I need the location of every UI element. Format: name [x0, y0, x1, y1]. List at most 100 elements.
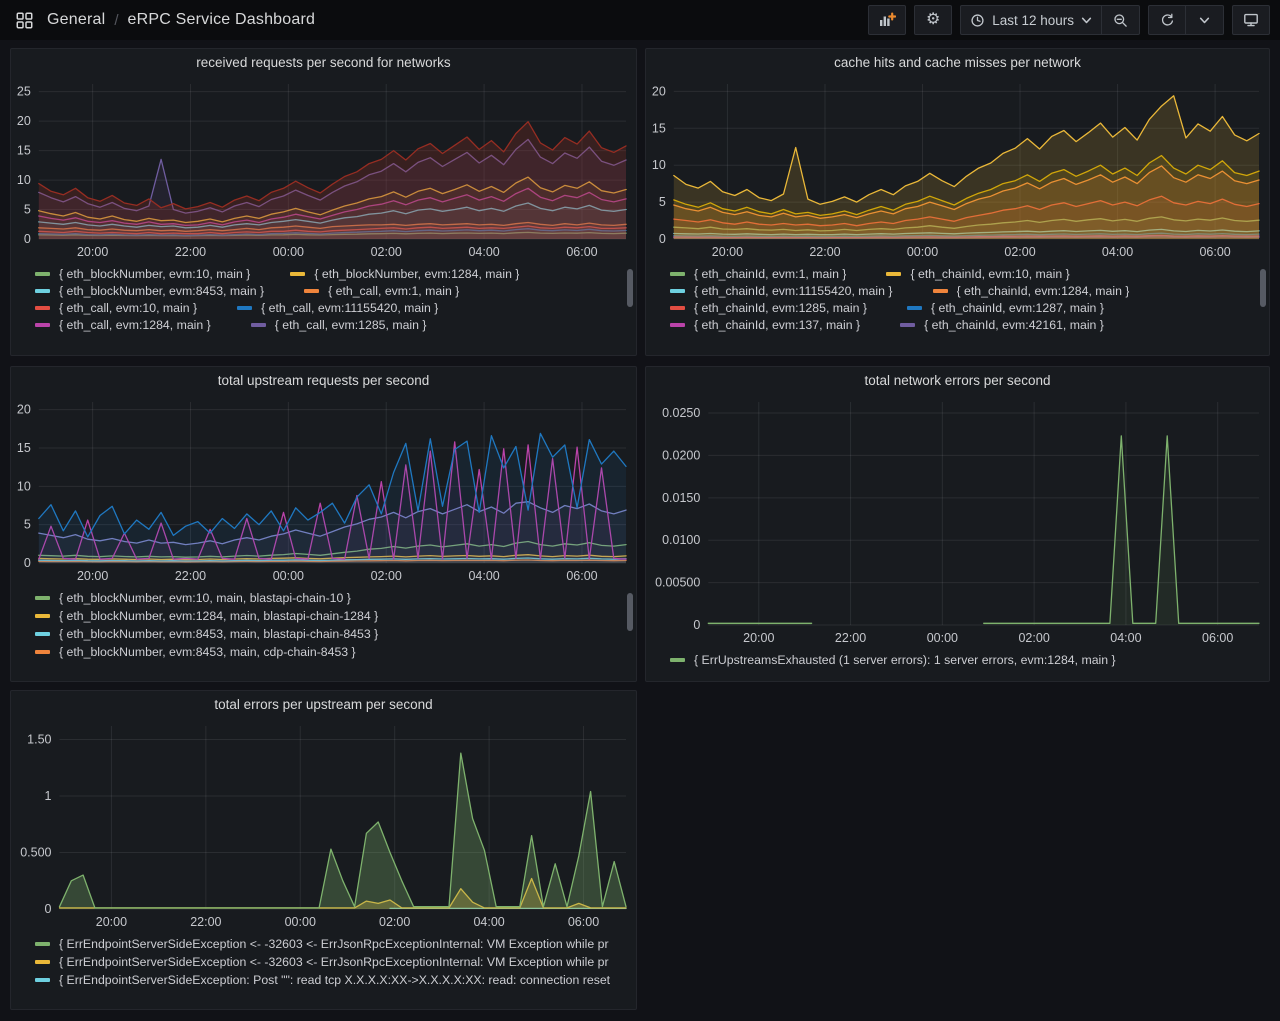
legend-item[interactable]: { eth_chainId, evm:11155420, main }: [670, 284, 893, 298]
legend-item[interactable]: { eth_call, evm:1, main }: [304, 284, 459, 298]
refresh-button[interactable]: [1148, 5, 1186, 35]
legend-item[interactable]: { eth_blockNumber, evm:8453, main, blast…: [35, 627, 622, 641]
legend-item[interactable]: { eth_chainId, evm:1285, main }: [670, 301, 867, 315]
add-panel-button[interactable]: [868, 5, 907, 35]
x-axis-label: 02:00: [371, 569, 402, 583]
legend-item[interactable]: { eth_blockNumber, evm:10, main, blastap…: [35, 591, 622, 605]
panel-network-errors: total network errors per second 0 0.00500…: [645, 366, 1270, 682]
x-axis-label: 04:00: [473, 915, 504, 929]
legend-label: { eth_chainId, evm:137, main }: [694, 318, 861, 332]
legend-item[interactable]: { eth_blockNumber, evm:1284, main, blast…: [35, 609, 622, 623]
y-axis-label: 0: [693, 618, 700, 632]
panel-title[interactable]: total upstream requests per second: [217, 373, 430, 388]
legend-label: { ErrUpstreamsExhausted (1 server errors…: [694, 653, 1116, 667]
legend-item[interactable]: { eth_chainId, evm:137, main }: [670, 318, 860, 332]
x-axis-label: 20:00: [712, 245, 743, 259]
legend-swatch: [304, 289, 320, 293]
legend-item[interactable]: { eth_call, evm:1284, main }: [35, 318, 211, 332]
legend-item[interactable]: { eth_chainId, evm:1, main }: [670, 267, 846, 281]
legend-item[interactable]: { eth_call, evm:11155420, main }: [237, 301, 438, 315]
y-axis-label: 1: [45, 789, 52, 803]
legend-label: { eth_blockNumber, evm:8453, main, blast…: [59, 627, 379, 641]
legend-item[interactable]: { ErrUpstreamsExhausted (1 server errors…: [670, 653, 1255, 667]
legend-swatch: [250, 323, 266, 327]
panel-title[interactable]: total errors per upstream per second: [214, 697, 433, 712]
legend-label: { eth_chainId, evm:1285, main }: [694, 301, 867, 315]
legend-item[interactable]: { eth_blockNumber, evm:8453, main, cdp-c…: [35, 645, 622, 659]
x-axis-label: 06:00: [1199, 245, 1230, 259]
time-series-chart[interactable]: 0 5 10 15 20 20:00 22:00 00:00 02:00 04:00 06:00: [11, 394, 636, 587]
panel-title[interactable]: received requests per second for network…: [196, 55, 451, 70]
apps-grid-icon[interactable]: [10, 6, 38, 34]
legend-item[interactable]: { eth_chainId, evm:10, main }: [886, 267, 1070, 281]
x-axis-label: 20:00: [96, 915, 127, 929]
series-line: [38, 121, 627, 210]
legend-label: { eth_chainId, evm:11155420, main }: [694, 284, 893, 298]
series-line: [38, 221, 627, 232]
y-axis-label: 0.500: [20, 846, 51, 860]
legend-item[interactable]: { eth_blockNumber, evm:8453, main }: [35, 284, 264, 298]
y-axis-label: 20: [17, 114, 31, 128]
panel-cache-hits-misses: cache hits and cache misses per network …: [645, 48, 1270, 356]
time-range-picker[interactable]: Last 12 hours: [960, 5, 1102, 35]
legend-swatch: [35, 306, 50, 310]
legend-label: { eth_blockNumber, evm:8453, main }: [59, 284, 265, 298]
breadcrumb-separator: /: [114, 11, 119, 29]
series-line: [38, 432, 627, 538]
legend-item[interactable]: { eth_chainId, evm:1284, main }: [932, 284, 1130, 298]
legend-label: { eth_chainId, evm:1284, main }: [956, 284, 1130, 298]
dashboard-settings-button[interactable]: ⚙: [914, 5, 953, 35]
legend-item[interactable]: { ErrEndpointServerSideException <- -326…: [35, 937, 622, 951]
zoom-out-icon: [1114, 13, 1127, 27]
legend-swatch: [35, 272, 50, 276]
legend-scrollbar[interactable]: [627, 593, 633, 631]
y-axis-label: 0.00500: [655, 576, 700, 590]
x-axis-label: 02:00: [371, 245, 402, 259]
legend-scrollbar[interactable]: [1260, 269, 1266, 307]
panel-title[interactable]: total network errors per second: [864, 373, 1051, 388]
time-series-chart[interactable]: 0 5 10 15 20 20:00 22:00 00:00 02:00 04:00 06:00: [646, 76, 1269, 263]
page-title[interactable]: eRPC Service Dashboard: [127, 11, 316, 28]
legend: { eth_blockNumber, evm:10, main, blastap…: [11, 587, 636, 681]
series-line: [38, 228, 627, 237]
legend-item[interactable]: { eth_call, evm:1285, main }: [250, 318, 427, 332]
legend-item[interactable]: { eth_call, evm:10, main }: [35, 301, 197, 315]
legend-item[interactable]: { eth_blockNumber, evm:1284, main }: [290, 267, 519, 281]
time-series-chart[interactable]: 0 5 10 15 20 25 20:00 22:00 00:00 02:00 04:00 06:00: [11, 76, 636, 263]
series-line: [38, 202, 627, 229]
legend-swatch: [886, 272, 902, 276]
legend-swatch: [35, 960, 50, 964]
legend-swatch: [35, 978, 50, 982]
legend-label: { eth_call, evm:1284, main }: [59, 318, 211, 332]
series-line: [673, 95, 1260, 205]
legend: { eth_chainId, evm:1, main } { eth_chainI…: [646, 263, 1269, 355]
panel-title[interactable]: cache hits and cache misses per network: [834, 55, 1081, 70]
legend-item[interactable]: { ErrEndpointServerSideException <- -326…: [35, 955, 622, 969]
legend-item[interactable]: { eth_chainId, evm:1287, main }: [906, 301, 1104, 315]
y-axis-label: 0: [45, 902, 52, 916]
legend-item[interactable]: { eth_blockNumber, evm:10, main }: [35, 267, 250, 281]
legend-swatch: [900, 323, 916, 327]
time-series-chart[interactable]: 0 0.00500 0.0100 0.0150 0.0200 0.0250 20:00 22:…: [646, 394, 1269, 649]
x-axis-label: 06:00: [566, 245, 597, 259]
legend-item[interactable]: { ErrEndpointServerSideException: Post "…: [35, 973, 622, 987]
legend-scrollbar[interactable]: [627, 269, 633, 307]
series-line: [983, 435, 1260, 624]
y-axis-label: 10: [17, 173, 31, 187]
legend-swatch: [237, 306, 253, 310]
zoom-out-button[interactable]: [1102, 5, 1140, 35]
time-series-chart[interactable]: 0 0.500 1 1.50 20:00 22:00 00:00 02:00 04:00 06:0…: [11, 718, 636, 933]
legend-label: { eth_chainId, evm:1287, main }: [930, 301, 1104, 315]
legend: { ErrUpstreamsExhausted (1 server errors…: [646, 649, 1269, 681]
x-axis-label: 04:00: [1110, 631, 1141, 645]
legend-swatch: [35, 596, 50, 600]
legend-item[interactable]: { eth_chainId, evm:42161, main }: [900, 318, 1104, 332]
chevron-down-icon: [1081, 17, 1092, 23]
kiosk-mode-button[interactable]: [1232, 5, 1270, 35]
series-line: [38, 559, 627, 563]
legend-swatch: [670, 289, 685, 293]
refresh-interval-dropdown[interactable]: [1186, 5, 1224, 35]
series-line: [673, 228, 1260, 236]
breadcrumb-section[interactable]: General: [47, 11, 106, 28]
legend-swatch: [35, 942, 50, 946]
